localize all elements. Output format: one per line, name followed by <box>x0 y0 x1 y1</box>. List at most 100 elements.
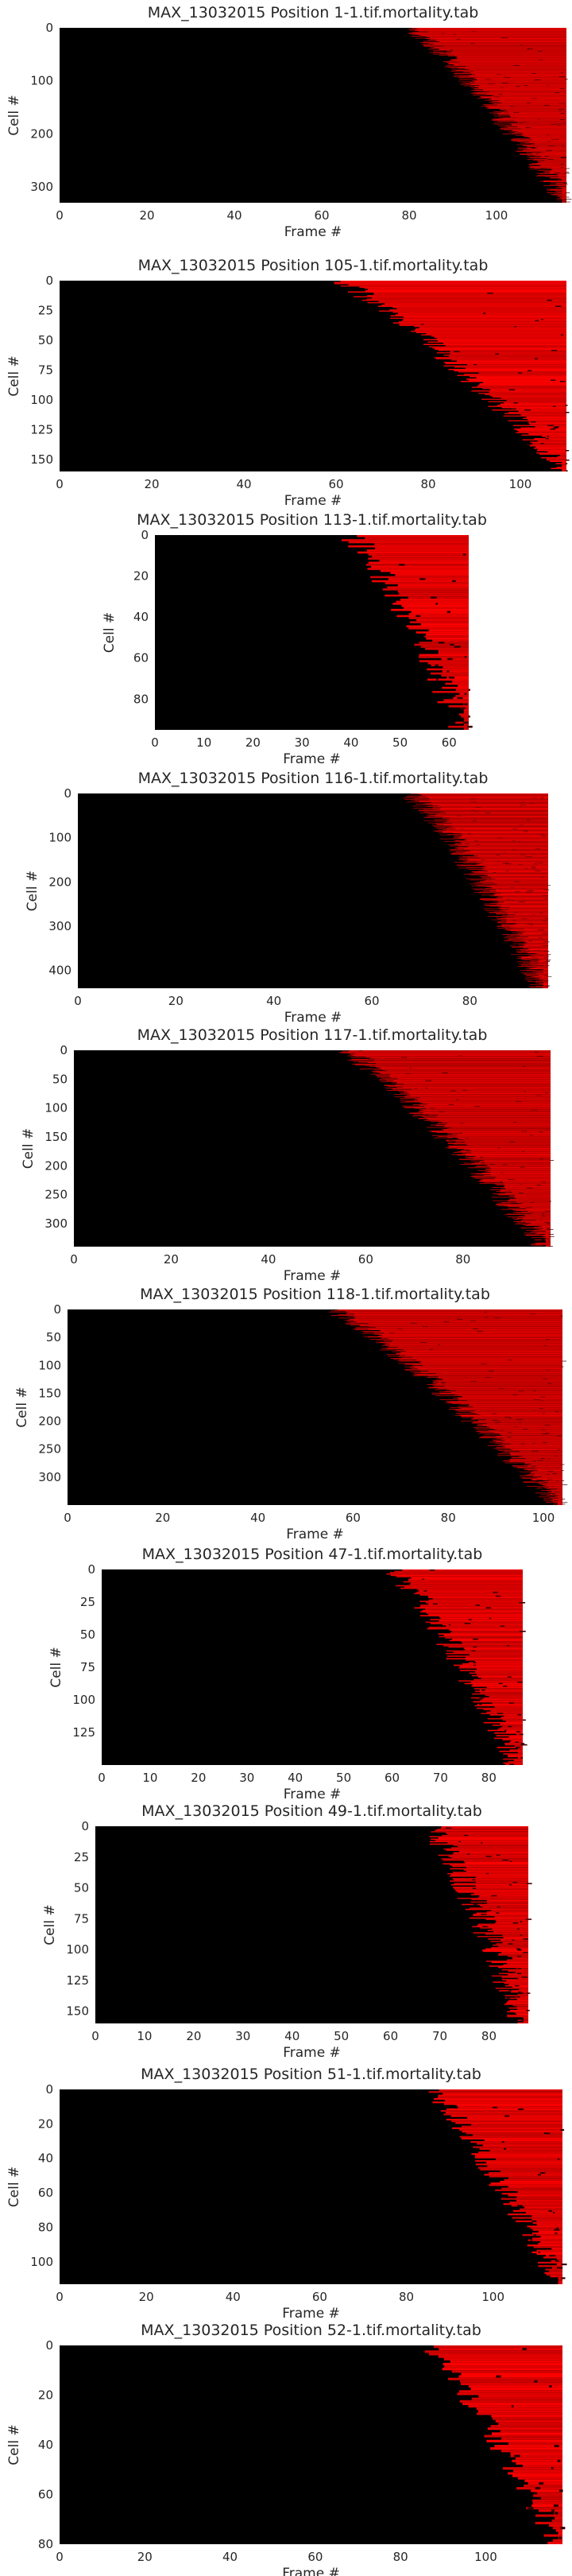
heatmap-cell-row <box>504 1214 551 1216</box>
heatmap-rows <box>403 793 552 989</box>
heatmap-cell-row <box>509 907 548 908</box>
heatmap-gap <box>531 2220 537 2222</box>
heatmap-gap <box>561 1470 564 1472</box>
heatmap-cell-row <box>513 1759 523 1762</box>
heatmap-cell-row <box>374 543 469 545</box>
heatmap-cell-row <box>560 178 566 179</box>
heatmap-gap <box>469 873 475 874</box>
heatmap-cell-row <box>512 2469 562 2473</box>
heatmap-cell-row <box>470 1152 551 1154</box>
heatmap-cell-row <box>524 2479 562 2482</box>
heatmap-cell-row <box>405 1369 562 1371</box>
heatmap-cell-row <box>558 174 566 176</box>
heatmap-cell-row <box>470 1697 523 1699</box>
heatmap-cell-row <box>376 1327 562 1329</box>
heatmap-cell-row <box>529 963 548 964</box>
heatmap-cell-row <box>461 381 566 382</box>
heatmap-cell-row <box>536 450 566 452</box>
heatmap-cell-row <box>543 1486 562 1488</box>
heatmap-cell-row <box>492 1187 551 1188</box>
y-tick-label: 80 <box>38 2220 53 2234</box>
heatmap-cell-row <box>531 2215 562 2217</box>
heatmap-cell-row <box>473 1406 562 1407</box>
heatmap-cell-row <box>507 127 566 128</box>
heatmap-cell-row <box>485 1933 528 1935</box>
heatmap-gap <box>546 150 552 151</box>
heatmap-cell-row <box>451 1403 562 1404</box>
heatmap-cell-row <box>444 2103 562 2105</box>
heatmap-cell-row <box>541 1476 562 1477</box>
heatmap-cell-row <box>447 1123 551 1124</box>
x-tick-label: 10 <box>142 1771 157 1785</box>
heatmap-cell-row <box>503 1182 551 1184</box>
heatmap-cell-row <box>385 1348 562 1349</box>
heatmap-cell-row <box>524 979 548 980</box>
heatmap-cell-row <box>433 44 566 45</box>
heatmap-cell-row <box>511 140 566 141</box>
heatmap-gap <box>409 1067 412 1069</box>
heatmap-cell-row <box>453 840 548 842</box>
heatmap-cell-row <box>468 2405 562 2408</box>
heatmap-cell-row <box>394 1094 551 1095</box>
heatmap-cell-row <box>562 198 566 200</box>
heatmap-cell-row <box>509 926 548 928</box>
heatmap-cell-row <box>534 2492 562 2495</box>
heatmap-cell-row <box>347 1060 551 1061</box>
heatmap-cell-row <box>517 126 566 127</box>
heatmap-gap <box>555 1410 558 1412</box>
heatmap-cell-row <box>490 1941 528 1942</box>
heatmap-cell-row <box>529 951 548 952</box>
heatmap-gap <box>524 85 528 86</box>
heatmap-cell-row <box>448 1146 551 1148</box>
heatmap-cell-row <box>475 74 566 76</box>
heatmap-cell-row <box>403 797 548 799</box>
heatmap-gap <box>512 1922 519 1924</box>
heatmap-cell-row <box>404 1096 551 1098</box>
heatmap-cell-row <box>350 1059 551 1061</box>
subplot-5: MAX_13032015 Position 117-1.tif.mortalit… <box>21 1026 555 1284</box>
heatmap-cell-row <box>384 1333 562 1334</box>
heatmap-gap <box>562 183 567 184</box>
heatmap-gap <box>521 2019 524 2021</box>
heatmap-cell-row <box>428 1131 551 1132</box>
heatmap-gap <box>483 312 486 314</box>
heatmap-cell-row <box>474 1660 523 1662</box>
heatmap-cell-row <box>551 2248 562 2250</box>
heatmap-gap <box>535 358 538 359</box>
heatmap-cell-row <box>530 138 566 139</box>
heatmap-cell-row <box>562 469 566 471</box>
heatmap-cell-row <box>494 2445 562 2448</box>
heatmap-cell-row <box>443 61 566 62</box>
heatmap-cell-row <box>458 2375 562 2378</box>
heatmap-cell-row <box>396 1350 562 1352</box>
heatmap-cell-row <box>432 639 469 642</box>
heatmap-cell-row <box>458 713 469 716</box>
heatmap-cell-row <box>452 827 548 828</box>
heatmap-cell-row <box>530 983 548 985</box>
heatmap-cell-row <box>449 1639 523 1642</box>
heatmap-cell-row <box>508 131 566 133</box>
y-tick-label: 100 <box>66 1942 89 1957</box>
heatmap-cell-row <box>489 112 566 114</box>
heatmap-cell-row <box>524 973 548 975</box>
heatmap-cell-row <box>532 1478 562 1480</box>
heatmap-cell-row <box>475 2155 562 2157</box>
heatmap-gap <box>551 2467 554 2470</box>
heatmap-cell-row <box>499 1750 523 1752</box>
heatmap-cell-row <box>450 71 566 72</box>
heatmap-cell-row <box>414 326 566 328</box>
heatmap-cell-row <box>532 2229 562 2231</box>
y-tick-label: 0 <box>141 528 149 542</box>
heatmap-gap <box>547 1223 550 1224</box>
heatmap-gap <box>475 811 478 813</box>
heatmap-cell-row <box>487 108 566 109</box>
heatmap-cell-row <box>459 2399 562 2403</box>
heatmap-gap <box>553 2504 559 2508</box>
heatmap-cell-row <box>468 1157 551 1158</box>
heatmap-cell-row <box>545 436 566 438</box>
heatmap-cell-row <box>379 559 469 562</box>
heatmap-cell-row <box>442 670 469 673</box>
heatmap-cell-row <box>501 1969 528 1971</box>
heatmap-cell-row <box>471 2397 562 2400</box>
heatmap-cell-row <box>406 625 469 628</box>
